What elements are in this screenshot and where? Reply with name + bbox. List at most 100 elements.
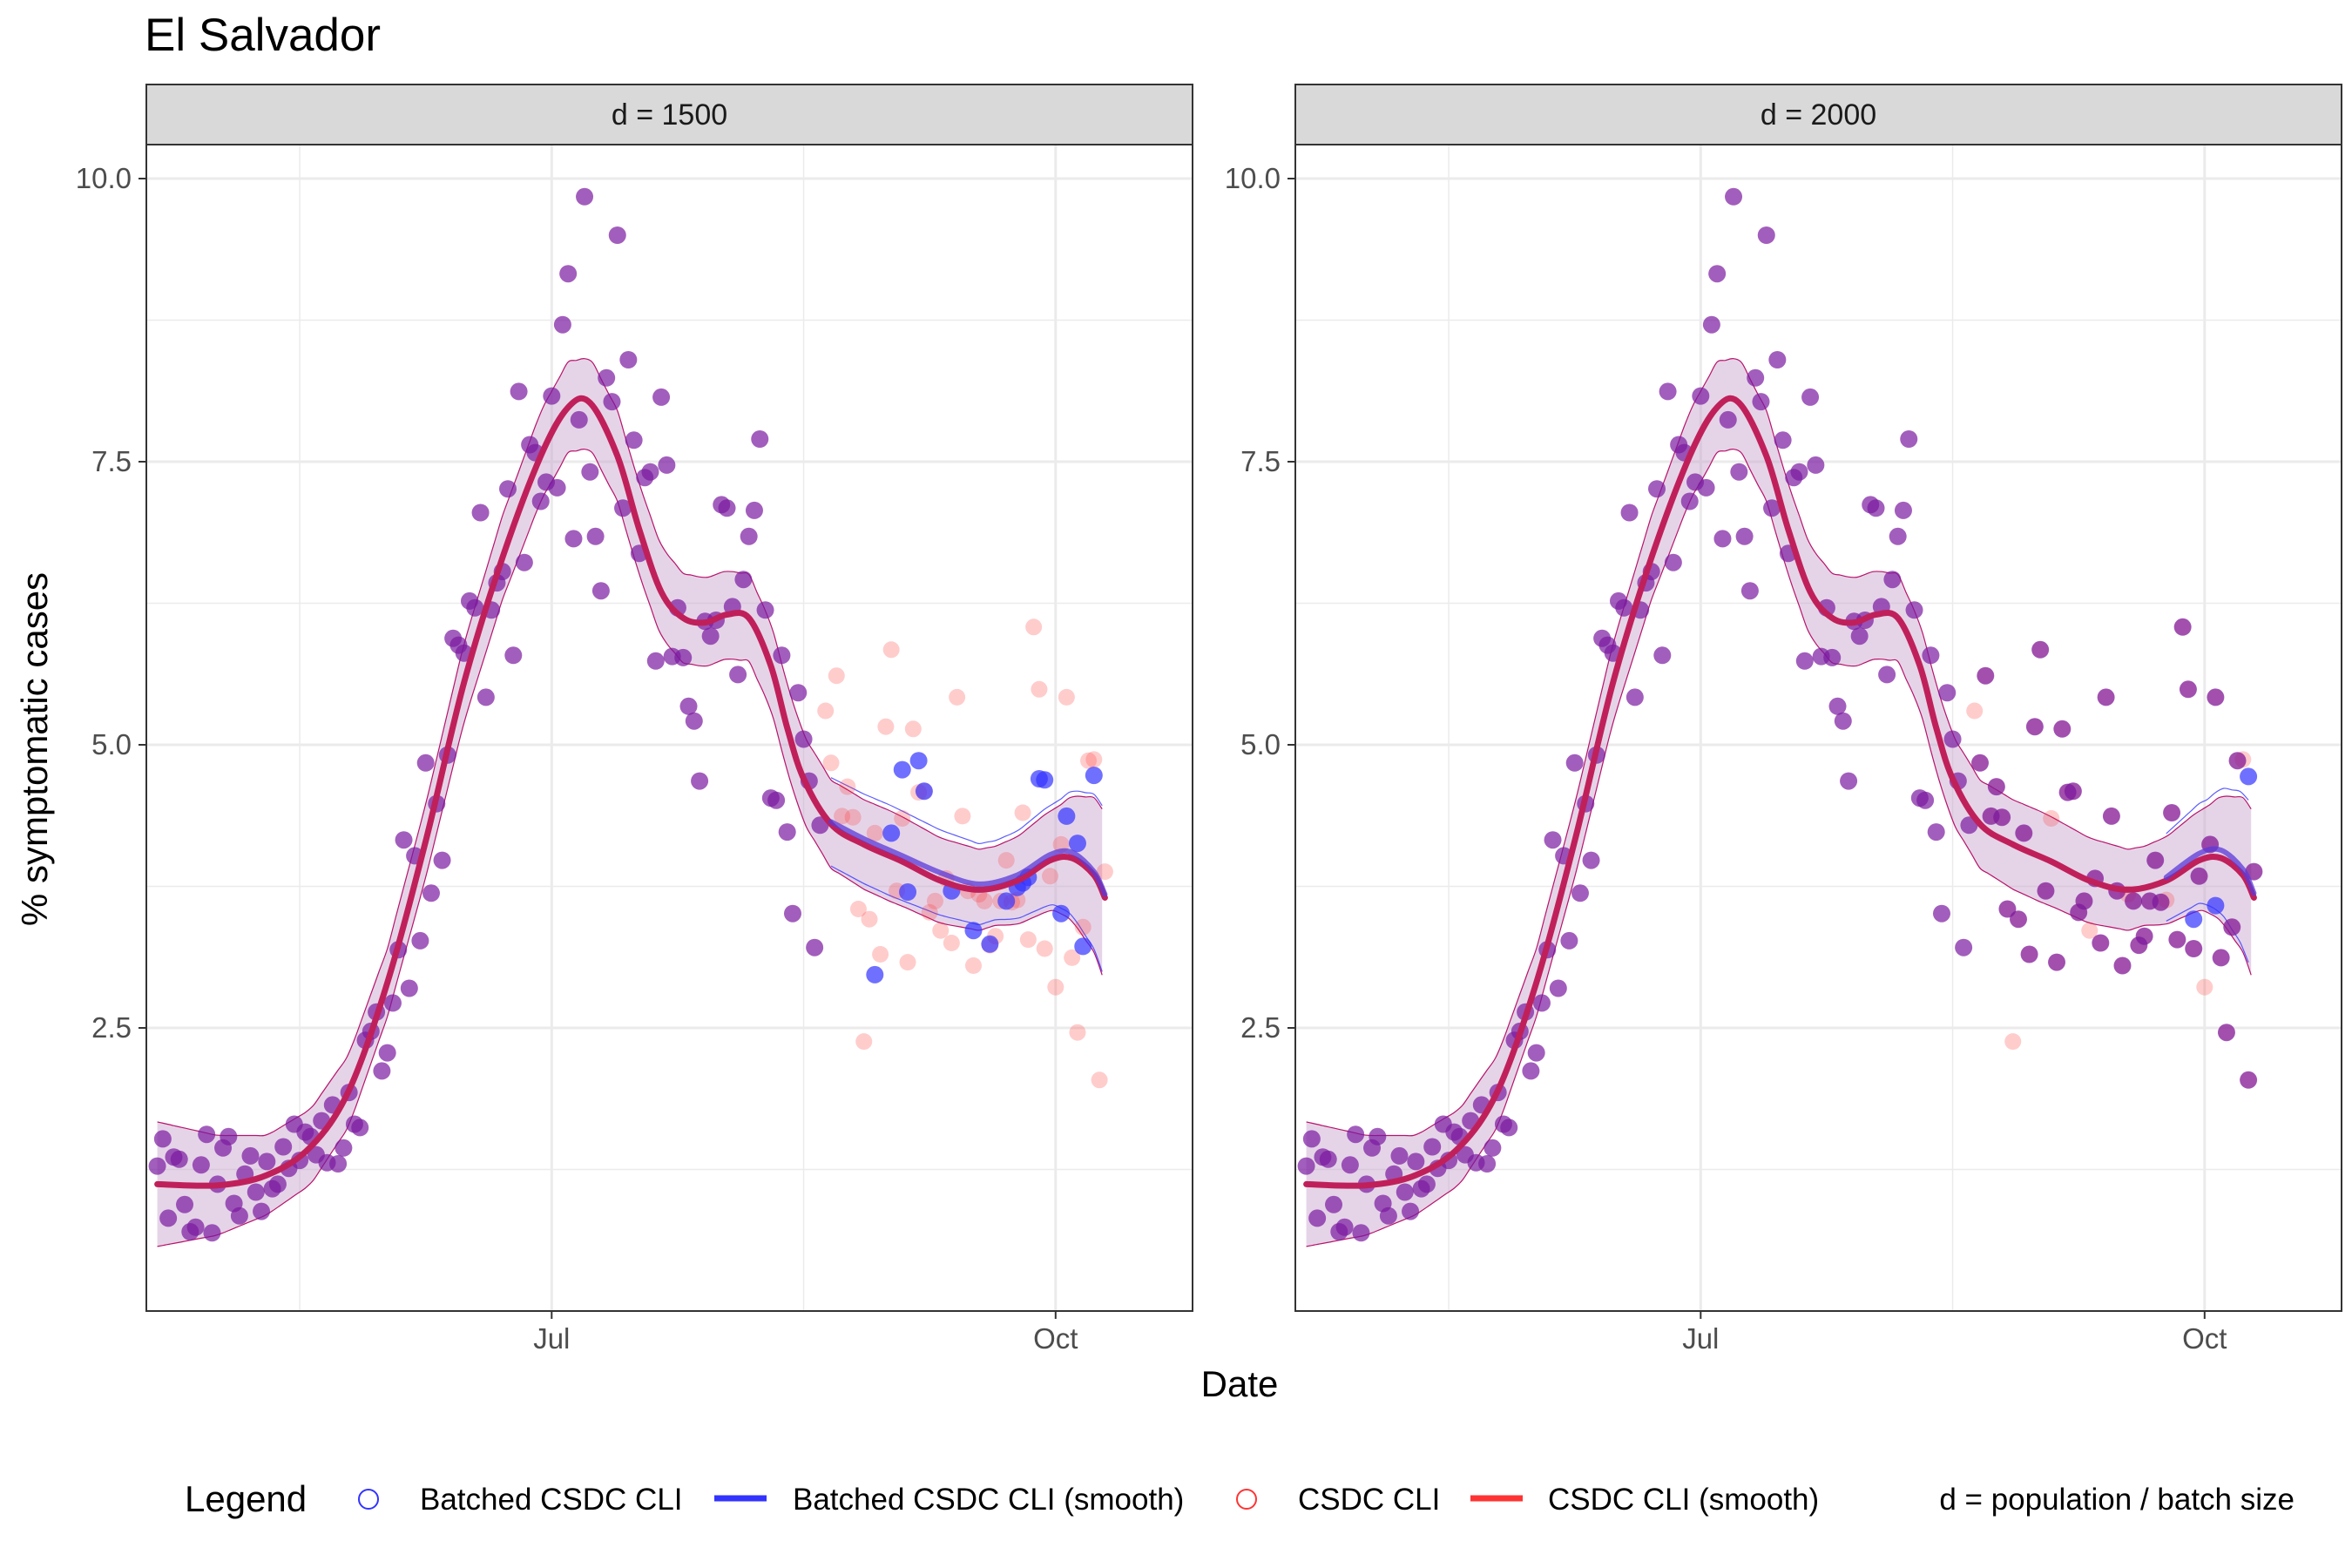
legend-batched-point-icon — [358, 1489, 379, 1510]
csdc-point — [1302, 1130, 1321, 1148]
csdc-point — [564, 530, 583, 548]
panel-d-2000: d = 2000 2.5 5.0 7.5 10.0 Jul Oct — [1225, 84, 2342, 1355]
y-tick-label: 5.0 — [91, 728, 132, 760]
legend: Legend Batched CSDC CLI Batched CSDC CLI… — [185, 1478, 2295, 1519]
csdc-point — [543, 387, 561, 405]
csdc-point — [734, 571, 753, 589]
csdc-point — [1790, 463, 1808, 481]
csdc-point — [471, 504, 490, 522]
facet-strip-label: d = 2000 — [1761, 98, 1876, 132]
csdc-point — [1036, 940, 1053, 957]
csdc-point — [1582, 851, 1600, 869]
facet-strip — [1294, 84, 2342, 145]
csdc-point — [2081, 922, 2099, 939]
csdc-point — [1565, 754, 1584, 772]
csdc-point — [1867, 499, 1885, 517]
csdc-point — [476, 688, 495, 706]
csdc-point — [1702, 315, 1720, 334]
csdc-point — [1932, 904, 1950, 923]
csdc-point — [1527, 1044, 1545, 1062]
batched-point — [2217, 1024, 2235, 1042]
csdc-point — [499, 480, 517, 498]
csdc-point — [1955, 938, 1973, 956]
csdc-point — [745, 501, 763, 519]
csdc-point — [1807, 456, 1825, 474]
csdc-point — [658, 456, 676, 474]
csdc-point — [1549, 979, 1567, 997]
batched-point — [2240, 767, 2258, 786]
batched-point — [882, 824, 901, 842]
batched-point — [2075, 892, 2093, 910]
csdc-point — [1938, 684, 1957, 702]
csdc-point — [1692, 387, 1710, 405]
csdc-point — [1025, 618, 1043, 636]
csdc-point — [1407, 1152, 1425, 1171]
csdc-point — [789, 684, 808, 702]
batched-point — [964, 922, 983, 940]
batched-point — [909, 752, 928, 770]
csdc-point — [1889, 527, 1907, 545]
csdc-point — [1369, 1127, 1387, 1146]
csdc-point — [932, 922, 950, 939]
legend-csdc-label: CSDC CLI — [1298, 1483, 1440, 1517]
csdc-point — [383, 994, 402, 1012]
csdc-point — [756, 601, 774, 619]
batched-point — [2173, 618, 2192, 636]
batched-point — [2102, 807, 2120, 825]
csdc-point — [1069, 1024, 1086, 1041]
batched-point — [2240, 1071, 2258, 1089]
facet-strip-label: d = 1500 — [612, 98, 727, 132]
csdc-point — [1325, 1195, 1343, 1213]
batched-point — [893, 760, 911, 779]
batched-band-upper — [2166, 787, 2249, 835]
csdc-point — [619, 351, 638, 368]
csdc-point — [230, 1206, 248, 1225]
csdc-point — [559, 265, 578, 283]
csdc-point — [1522, 1062, 1540, 1080]
csdc-point — [1664, 553, 1682, 571]
csdc-point — [877, 718, 895, 735]
batched-point — [1068, 835, 1086, 853]
csdc-point — [1390, 1146, 1409, 1165]
csdc-point — [614, 499, 632, 517]
confidence-band-lower — [157, 449, 1103, 1247]
csdc-point — [773, 646, 791, 665]
csdc-point — [767, 791, 786, 809]
csdc-point — [411, 931, 429, 950]
batched-point — [899, 883, 917, 901]
csdc-point — [1341, 1156, 1359, 1174]
batched-point — [2048, 953, 2066, 971]
y-tick-label: 5.0 — [1240, 728, 1281, 760]
csdc-point — [1768, 351, 1787, 368]
csdc-point — [1085, 751, 1103, 768]
csdc-point — [170, 1150, 188, 1168]
batched-point — [1085, 767, 1103, 785]
csdc-point — [1916, 791, 1935, 809]
csdc-point — [1532, 994, 1551, 1012]
csdc-point — [794, 730, 813, 748]
csdc-smooth-line — [154, 395, 1108, 1189]
csdc-point — [1725, 187, 1743, 206]
batched-point — [2207, 896, 2225, 915]
csdc-point — [625, 431, 643, 449]
legend-csdc-point-icon — [1236, 1489, 1257, 1510]
csdc-point — [1708, 265, 1727, 283]
csdc-point — [1042, 868, 1059, 885]
csdc-point — [778, 823, 796, 841]
csdc-point — [817, 702, 835, 720]
csdc-point — [954, 808, 971, 825]
csdc-point — [2043, 810, 2060, 827]
csdc-point — [1297, 1157, 1315, 1175]
csdc-point — [679, 697, 698, 715]
csdc-point — [570, 410, 588, 429]
csdc-point — [220, 1127, 238, 1146]
batched-point — [2125, 892, 2143, 910]
batched-point — [2146, 851, 2165, 869]
csdc-point — [351, 1119, 369, 1137]
csdc-point — [553, 315, 571, 334]
csdc-point — [1795, 652, 1814, 670]
csdc-point — [1713, 530, 1732, 548]
csdc-point — [598, 368, 616, 387]
batched-point — [2010, 910, 2028, 929]
csdc-point — [1080, 752, 1098, 769]
